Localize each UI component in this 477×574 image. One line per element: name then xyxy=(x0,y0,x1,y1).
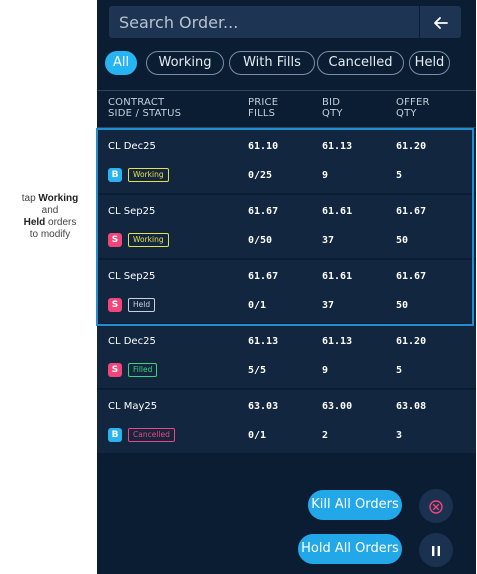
status-badge-working: Working xyxy=(128,168,169,182)
order-contract: CL May25 xyxy=(108,401,158,412)
annotation-text: tap xyxy=(21,193,39,204)
col-qty-label: QTY xyxy=(322,108,343,119)
column-header: CONTRACT SIDE / STATUS PRICE FILLS BID Q… xyxy=(97,90,476,128)
status-badge-held: Held xyxy=(128,298,156,312)
order-bid: 61.61 xyxy=(322,271,353,282)
side-badge-sell: S xyxy=(108,233,122,247)
side-badge-buy: B xyxy=(108,428,122,442)
x-circle-icon xyxy=(429,499,443,514)
side-badge-buy: B xyxy=(108,168,122,182)
order-offer-qty: 3 xyxy=(396,430,403,441)
order-row[interactable]: CL Dec25 61.13 61.13 61.20 S Filled 5/5 … xyxy=(97,325,476,390)
order-row[interactable]: CL Dec25 61.10 61.13 61.20 B Working 0/2… xyxy=(97,130,476,195)
back-button[interactable] xyxy=(421,6,461,38)
col-bid: BID QTY xyxy=(322,97,343,119)
order-bid-qty: 9 xyxy=(322,170,329,181)
order-bid: 61.61 xyxy=(322,206,353,217)
order-offer: 61.20 xyxy=(396,141,427,152)
side-badge-sell: S xyxy=(108,298,122,312)
order-row[interactable]: CL Sep25 61.67 61.61 61.67 S Working 0/5… xyxy=(97,195,476,260)
kill-orders-icon-button[interactable] xyxy=(419,489,453,523)
order-fills: 0/1 xyxy=(248,430,267,441)
order-offer: 61.20 xyxy=(396,336,427,347)
col-fills-label: FILLS xyxy=(248,108,276,119)
order-price: 61.10 xyxy=(248,141,279,152)
col-contract-label: CONTRACT xyxy=(108,97,165,108)
tab-held[interactable]: Held xyxy=(409,51,450,75)
col-bid-label: BID xyxy=(322,97,341,108)
col-side-status-label: SIDE / STATUS xyxy=(108,108,182,119)
tab-cancelled[interactable]: Cancelled xyxy=(317,51,404,75)
orders-list: CL Dec25 61.10 61.13 61.20 B Working 0/2… xyxy=(97,130,476,455)
order-contract: CL Dec25 xyxy=(108,141,156,152)
order-fills: 0/25 xyxy=(248,170,273,181)
annotation-bold-held: Held xyxy=(23,217,46,228)
order-price: 61.13 xyxy=(248,336,279,347)
col-offer-label: OFFER xyxy=(396,97,430,108)
annotation-note: tap Working and Held orders to modify xyxy=(4,193,96,241)
col-offer-qty-label: QTY xyxy=(396,108,417,119)
order-bid-qty: 37 xyxy=(322,235,335,246)
order-contract: CL Sep25 xyxy=(108,271,156,282)
search-input[interactable] xyxy=(109,6,409,38)
orders-screen: All Working With Fills Cancelled Held CO… xyxy=(97,0,476,574)
col-price-label: PRICE xyxy=(248,97,279,108)
order-offer-qty: 5 xyxy=(396,170,403,181)
hold-all-orders-button[interactable]: Hold All Orders xyxy=(298,534,402,564)
order-bid: 61.13 xyxy=(322,336,353,347)
status-badge-working: Working xyxy=(128,233,169,247)
annotation-text: orders xyxy=(45,217,77,228)
order-bid-qty: 9 xyxy=(322,365,329,376)
search-bar xyxy=(109,6,461,38)
order-bid: 61.13 xyxy=(322,141,353,152)
annotation-text: and xyxy=(41,205,59,216)
order-offer-qty: 5 xyxy=(396,365,403,376)
tab-all[interactable]: All xyxy=(105,51,137,75)
col-offer: OFFER QTY xyxy=(396,97,430,119)
order-offer: 61.67 xyxy=(396,271,427,282)
order-row[interactable]: CL May25 63.03 63.00 63.08 B Cancelled 0… xyxy=(97,390,476,455)
order-price: 61.67 xyxy=(248,206,279,217)
order-fills: 0/1 xyxy=(248,300,267,311)
order-contract: CL Sep25 xyxy=(108,206,156,217)
annotation-text: to modify xyxy=(29,229,71,240)
status-badge-cancelled: Cancelled xyxy=(128,428,175,442)
order-offer: 61.67 xyxy=(396,206,427,217)
order-price: 63.03 xyxy=(248,401,279,412)
annotation-bold-working: Working xyxy=(38,193,79,204)
search-divider xyxy=(419,6,420,38)
order-bid: 63.00 xyxy=(322,401,353,412)
order-bid-qty: 37 xyxy=(322,300,335,311)
side-badge-sell: S xyxy=(108,363,122,377)
status-badge-filled: Filled xyxy=(128,363,158,377)
order-offer-qty: 50 xyxy=(396,300,409,311)
order-price: 61.67 xyxy=(248,271,279,282)
col-contract: CONTRACT SIDE / STATUS xyxy=(108,97,181,119)
order-bid-qty: 2 xyxy=(322,430,329,441)
order-contract: CL Dec25 xyxy=(108,336,156,347)
order-offer: 63.08 xyxy=(396,401,427,412)
pause-icon xyxy=(432,545,440,556)
tab-working[interactable]: Working xyxy=(146,51,224,75)
tab-with-fills[interactable]: With Fills xyxy=(229,51,315,75)
order-row[interactable]: CL Sep25 61.67 61.61 61.67 S Held 0/1 37… xyxy=(97,260,476,325)
kill-all-orders-button[interactable]: Kill All Orders xyxy=(308,490,402,520)
col-price: PRICE FILLS xyxy=(248,97,278,119)
order-fills: 5/5 xyxy=(248,365,267,376)
hold-orders-icon-button[interactable] xyxy=(419,533,453,567)
order-offer-qty: 50 xyxy=(396,235,409,246)
order-fills: 0/50 xyxy=(248,235,273,246)
arrow-left-icon xyxy=(434,16,448,29)
